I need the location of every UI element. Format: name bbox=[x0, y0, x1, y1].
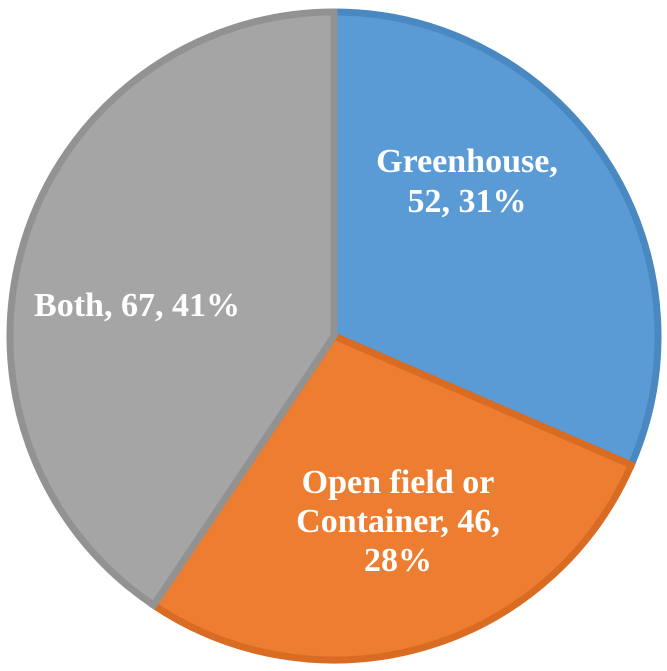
pie-slice-both bbox=[6, 8, 338, 611]
data-label-greenhouse: Greenhouse, 52, 31% bbox=[376, 143, 558, 220]
labels-layer: Greenhouse, 52, 31% Open field or Container… bbox=[34, 143, 558, 579]
data-label-both: Both, 67, 41% bbox=[34, 287, 240, 324]
data-label-line: Open field or bbox=[302, 464, 495, 501]
pie-slice-greenhouse bbox=[330, 8, 662, 470]
data-label-line: 28% bbox=[364, 542, 432, 579]
data-label-line: Both, 67, 41% bbox=[34, 287, 240, 324]
data-label-open-field-or-container: Open field or Container, 46, 28% bbox=[296, 464, 500, 579]
slices-layer bbox=[6, 8, 662, 664]
data-label-line: 52, 31% bbox=[408, 183, 527, 220]
pie-slice-open-field-or-container bbox=[148, 331, 636, 664]
data-label-line: Container, 46, bbox=[296, 503, 500, 540]
data-label-line: Greenhouse, bbox=[376, 143, 558, 180]
